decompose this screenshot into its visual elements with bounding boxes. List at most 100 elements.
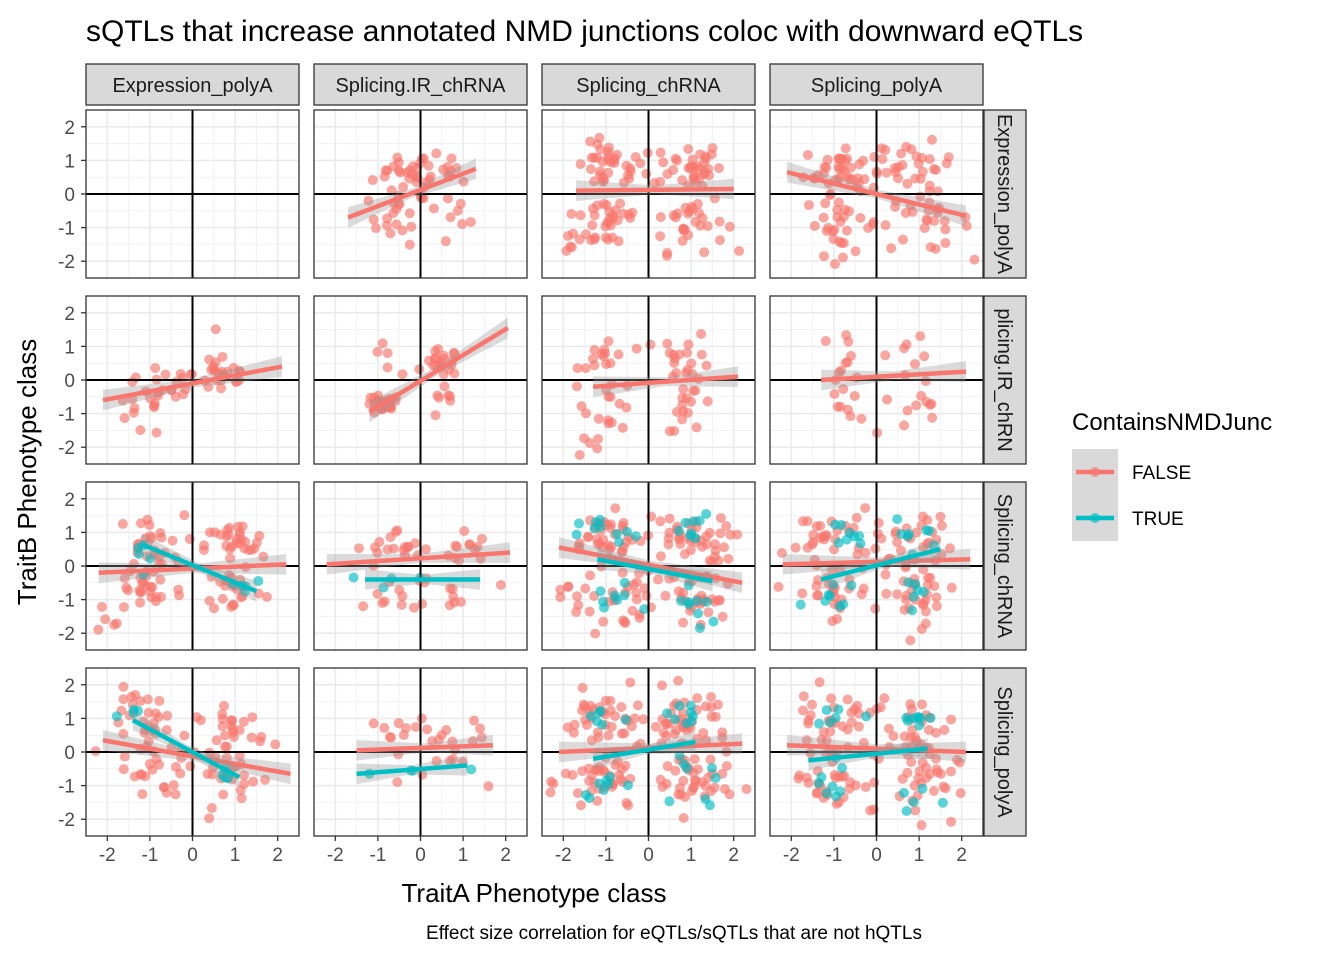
data-point-false xyxy=(808,537,819,548)
data-point-false xyxy=(475,723,486,734)
data-point-true xyxy=(896,529,907,540)
data-point-false xyxy=(118,681,129,692)
fit-line-false xyxy=(347,166,477,220)
data-point-false xyxy=(702,396,713,407)
data-point-false xyxy=(675,789,686,800)
data-point-true xyxy=(598,596,609,607)
data-point-false xyxy=(179,510,190,521)
data-point-false xyxy=(622,170,633,181)
data-point-false xyxy=(670,765,681,776)
fit-line-true xyxy=(808,746,928,763)
data-point-false xyxy=(368,718,379,729)
fit-line-false xyxy=(820,369,967,383)
fit-line-false xyxy=(368,325,509,414)
data-point-false xyxy=(572,788,583,799)
data-point-true xyxy=(253,575,264,586)
data-point-true xyxy=(598,785,609,796)
strip-row-Splicing_polyA: Splicing_polyA xyxy=(983,667,1027,837)
legend-item-false: FALSE xyxy=(1072,449,1191,495)
data-point-false xyxy=(919,351,930,362)
data-point-false xyxy=(893,173,904,184)
data-point-false xyxy=(741,784,752,795)
strip-background xyxy=(983,481,1027,651)
data-point-false xyxy=(410,538,421,549)
data-point-false xyxy=(220,730,231,741)
data-point-false xyxy=(625,677,636,688)
data-point-false xyxy=(856,589,867,600)
x-tick-label: 2 xyxy=(728,845,739,866)
data-point-false xyxy=(946,766,957,777)
data-point-false xyxy=(879,693,890,704)
data-point-false xyxy=(692,693,703,704)
data-point-true xyxy=(925,712,936,723)
data-point-false xyxy=(483,781,494,792)
data-point-true xyxy=(630,531,641,542)
data-point-false xyxy=(209,603,220,614)
data-point-true xyxy=(664,796,675,807)
legend-label: FALSE xyxy=(1132,463,1191,484)
data-point-false xyxy=(841,330,852,341)
data-point-false xyxy=(776,548,787,559)
data-point-true xyxy=(914,720,925,731)
data-point-false xyxy=(469,715,480,726)
data-point-true xyxy=(795,599,806,610)
data-point-false xyxy=(260,774,271,785)
data-point-false xyxy=(238,716,249,727)
data-point-false xyxy=(144,586,155,597)
data-point-false xyxy=(660,590,671,601)
data-point-false xyxy=(135,425,146,436)
data-point-false xyxy=(575,159,586,170)
data-point-false xyxy=(689,754,700,765)
data-point-false xyxy=(545,787,556,798)
y-tick-label: -2 xyxy=(58,810,75,831)
fit-line-true xyxy=(356,763,468,777)
data-point-true xyxy=(622,526,633,537)
data-point-false xyxy=(669,426,680,437)
y-tick-label: -2 xyxy=(58,438,75,459)
data-point-false xyxy=(204,527,215,538)
data-point-true xyxy=(855,538,866,549)
data-point-false xyxy=(398,182,409,193)
data-point-false xyxy=(364,399,375,410)
data-point-false xyxy=(678,587,689,598)
data-point-false xyxy=(579,433,590,444)
data-point-false xyxy=(920,376,931,387)
data-point-false xyxy=(838,252,849,263)
data-point-true xyxy=(898,787,909,798)
data-point-false xyxy=(575,800,586,811)
data-point-false xyxy=(927,134,938,145)
data-point-false xyxy=(803,715,814,726)
data-point-true xyxy=(701,596,712,607)
x-tick-label: -2 xyxy=(555,845,572,866)
data-point-false xyxy=(162,710,173,721)
data-point-false xyxy=(655,231,666,242)
data-point-false xyxy=(392,777,403,788)
data-point-false xyxy=(905,699,916,710)
data-point-false xyxy=(588,353,599,364)
data-point-false xyxy=(671,724,682,735)
data-point-false xyxy=(634,568,645,579)
data-point-false xyxy=(119,413,130,424)
data-point-true xyxy=(828,579,839,590)
data-point-false xyxy=(870,603,881,614)
data-point-false xyxy=(900,594,911,605)
data-point-false xyxy=(420,544,431,555)
data-point-false xyxy=(440,236,451,247)
chart-title: sQTLs that increase annotated NMD juncti… xyxy=(86,15,1083,48)
data-point-false xyxy=(664,347,675,358)
panel-Expression_polyA-vs-Splicing_polyA xyxy=(769,109,984,279)
panel-Expression_polyA-vs-Splicing_chRNA xyxy=(541,109,756,279)
data-point-false xyxy=(641,168,652,179)
data-point-false xyxy=(920,606,931,617)
data-point-false xyxy=(236,793,247,804)
data-point-false xyxy=(902,178,913,189)
data-point-false xyxy=(563,231,574,242)
data-point-true xyxy=(620,714,631,725)
strip-row-Expression_polyA: Expression_polyA xyxy=(983,109,1027,279)
data-point-false xyxy=(655,551,666,562)
data-point-false xyxy=(450,540,461,551)
data-point-false xyxy=(946,714,957,725)
data-point-false xyxy=(407,169,418,180)
data-point-false xyxy=(238,770,249,781)
fit-line-false xyxy=(558,545,743,586)
